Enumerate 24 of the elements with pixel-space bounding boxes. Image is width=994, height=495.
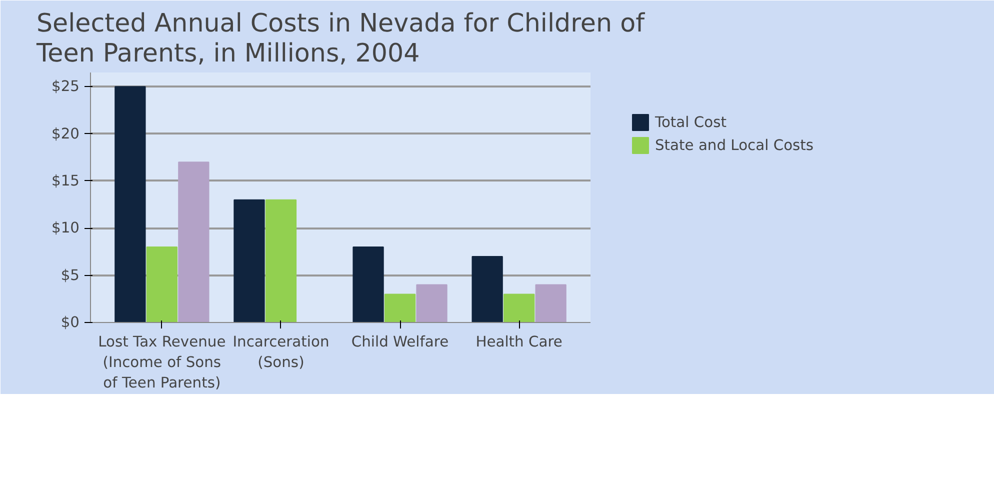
y-tick-label: $0 [60, 314, 80, 331]
bar [384, 294, 416, 322]
y-tick-label: $15 [52, 172, 80, 190]
chart-title: Selected Annual Costs in Nevada for Children of Teen Parents, in Millions, 2004 [35, 8, 646, 68]
legend-label: State and Local Costs [655, 136, 814, 154]
bar [472, 256, 503, 322]
x-tick-label: Incarceration (Sons) [232, 334, 330, 371]
x-tick-label: Lost Tax Revenue (Income of Sons of Teen Parents) [98, 334, 226, 392]
x-tick-label: Health Care [476, 334, 562, 350]
y-tick-label: $5 [60, 266, 80, 284]
bar [503, 294, 535, 322]
y-tick-label: $10 [52, 220, 80, 237]
y-tick-label: $25 [52, 78, 80, 96]
bar [535, 284, 566, 322]
x-tick-label: Child Welfare [351, 334, 449, 350]
bar [178, 162, 210, 322]
bar [416, 284, 448, 322]
legend-label: Total Cost [655, 114, 726, 130]
bar [352, 246, 384, 322]
bar [114, 86, 146, 322]
bar [234, 199, 265, 322]
bar [265, 199, 297, 322]
bar [146, 246, 178, 322]
y-tick-label: $20 [52, 125, 80, 142]
